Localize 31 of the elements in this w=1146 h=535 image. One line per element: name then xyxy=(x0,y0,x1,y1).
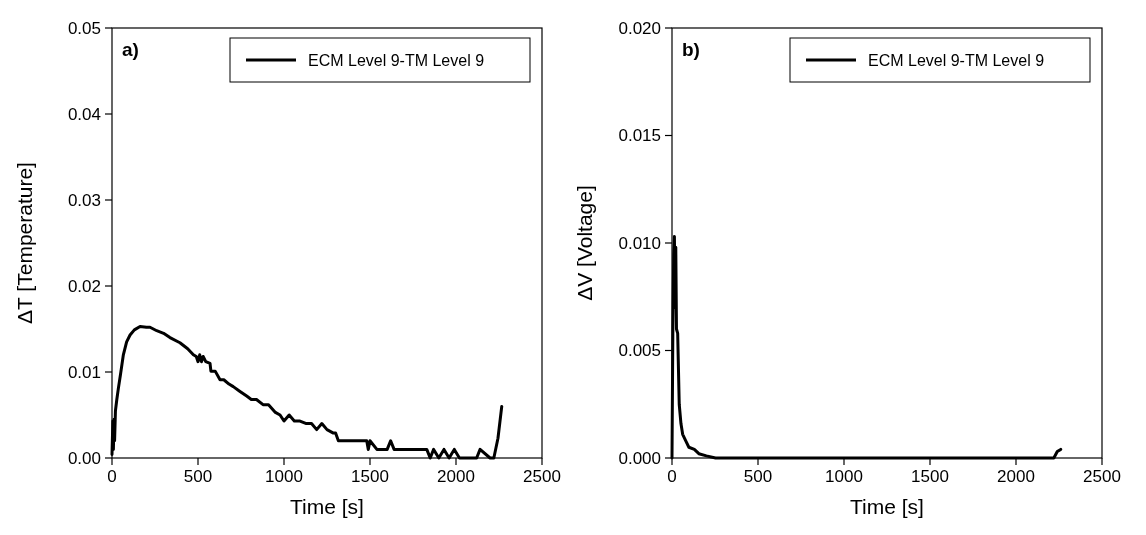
legend-label: ECM Level 9-TM Level 9 xyxy=(308,51,485,69)
y-tick-label: 0.005 xyxy=(618,341,661,361)
y-tick-label: 0.020 xyxy=(618,18,661,38)
x-tick-label: 2000 xyxy=(437,467,475,486)
x-tick-label: 1000 xyxy=(265,467,303,486)
annotation: b) xyxy=(682,39,700,60)
x-tick-label: 500 xyxy=(183,467,213,486)
x-axis-title: Time [s] xyxy=(850,495,924,518)
x-tick-label: 2500 xyxy=(523,467,561,486)
y-tick-label: 0.03 xyxy=(67,190,101,210)
x-tick-label: 2500 xyxy=(1083,467,1121,486)
y-axis-title: ΔV [Voltage] xyxy=(573,185,596,301)
x-tick-label: 1500 xyxy=(911,467,949,486)
y-tick-label: 0.00 xyxy=(67,448,101,468)
legend-label: ECM Level 9-TM Level 9 xyxy=(868,51,1045,69)
y-tick-label: 0.01 xyxy=(67,362,101,382)
x-tick-label: 0 xyxy=(667,467,677,486)
y-tick-label: 0.015 xyxy=(618,126,661,146)
annotation: a) xyxy=(122,39,139,60)
x-tick-label: 1000 xyxy=(825,467,863,486)
y-tick-label: 0.000 xyxy=(618,448,661,468)
x-tick-label: 500 xyxy=(743,467,773,486)
x-tick-label: 0 xyxy=(107,467,117,486)
y-tick-label: 0.04 xyxy=(67,104,101,124)
y-axis-title: ΔT [Temperature] xyxy=(13,162,36,324)
x-axis-title: Time [s] xyxy=(290,495,364,518)
x-tick-label: 1500 xyxy=(351,467,389,486)
y-tick-label: 0.02 xyxy=(67,276,101,296)
y-tick-label: 0.010 xyxy=(618,233,661,253)
x-tick-label: 2000 xyxy=(997,467,1035,486)
y-tick-label: 0.05 xyxy=(67,18,101,38)
